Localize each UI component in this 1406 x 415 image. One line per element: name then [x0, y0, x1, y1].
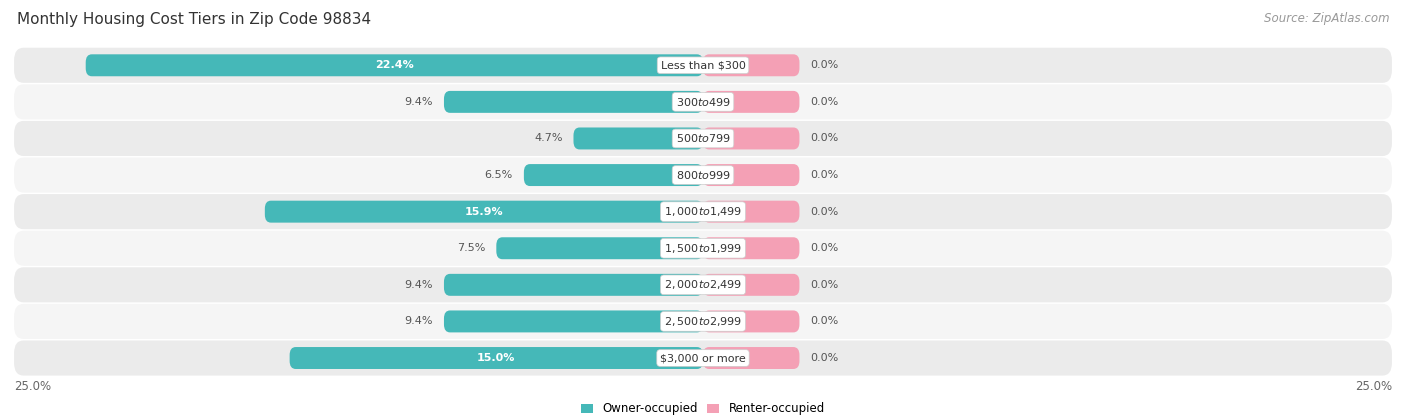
Text: 25.0%: 25.0% [14, 380, 51, 393]
FancyBboxPatch shape [496, 237, 703, 259]
FancyBboxPatch shape [703, 274, 800, 296]
Text: 6.5%: 6.5% [485, 170, 513, 180]
Text: 0.0%: 0.0% [810, 207, 839, 217]
FancyBboxPatch shape [264, 201, 703, 222]
FancyBboxPatch shape [703, 310, 800, 332]
FancyBboxPatch shape [703, 164, 800, 186]
FancyBboxPatch shape [14, 304, 1392, 339]
Text: 0.0%: 0.0% [810, 134, 839, 144]
FancyBboxPatch shape [14, 48, 1392, 83]
Text: 9.4%: 9.4% [405, 97, 433, 107]
Text: 0.0%: 0.0% [810, 97, 839, 107]
FancyBboxPatch shape [574, 127, 703, 149]
FancyBboxPatch shape [14, 340, 1392, 376]
Text: 7.5%: 7.5% [457, 243, 485, 253]
Text: 0.0%: 0.0% [810, 60, 839, 70]
FancyBboxPatch shape [703, 91, 800, 113]
FancyBboxPatch shape [444, 310, 703, 332]
Text: 15.9%: 15.9% [464, 207, 503, 217]
Text: 0.0%: 0.0% [810, 280, 839, 290]
Text: $2,500 to $2,999: $2,500 to $2,999 [664, 315, 742, 328]
Text: 15.0%: 15.0% [477, 353, 516, 363]
Text: $800 to $999: $800 to $999 [675, 169, 731, 181]
Text: 22.4%: 22.4% [375, 60, 413, 70]
Text: 9.4%: 9.4% [405, 280, 433, 290]
FancyBboxPatch shape [14, 121, 1392, 156]
FancyBboxPatch shape [14, 158, 1392, 193]
Text: 0.0%: 0.0% [810, 353, 839, 363]
Text: 0.0%: 0.0% [810, 170, 839, 180]
Text: $1,000 to $1,499: $1,000 to $1,499 [664, 205, 742, 218]
FancyBboxPatch shape [703, 127, 800, 149]
Text: 0.0%: 0.0% [810, 243, 839, 253]
Text: $2,000 to $2,499: $2,000 to $2,499 [664, 278, 742, 291]
FancyBboxPatch shape [86, 54, 703, 76]
FancyBboxPatch shape [14, 194, 1392, 229]
Text: $300 to $499: $300 to $499 [675, 96, 731, 108]
FancyBboxPatch shape [524, 164, 703, 186]
Text: Less than $300: Less than $300 [661, 60, 745, 70]
FancyBboxPatch shape [444, 91, 703, 113]
FancyBboxPatch shape [290, 347, 703, 369]
FancyBboxPatch shape [703, 347, 800, 369]
Text: $1,500 to $1,999: $1,500 to $1,999 [664, 242, 742, 255]
Text: Monthly Housing Cost Tiers in Zip Code 98834: Monthly Housing Cost Tiers in Zip Code 9… [17, 12, 371, 27]
FancyBboxPatch shape [14, 267, 1392, 303]
Text: 4.7%: 4.7% [534, 134, 562, 144]
Legend: Owner-occupied, Renter-occupied: Owner-occupied, Renter-occupied [576, 398, 830, 415]
FancyBboxPatch shape [444, 274, 703, 296]
Text: $3,000 or more: $3,000 or more [661, 353, 745, 363]
Text: Source: ZipAtlas.com: Source: ZipAtlas.com [1264, 12, 1389, 25]
Text: 0.0%: 0.0% [810, 316, 839, 327]
FancyBboxPatch shape [14, 84, 1392, 120]
FancyBboxPatch shape [703, 237, 800, 259]
Text: $500 to $799: $500 to $799 [675, 132, 731, 144]
FancyBboxPatch shape [703, 54, 800, 76]
FancyBboxPatch shape [703, 201, 800, 222]
FancyBboxPatch shape [14, 231, 1392, 266]
Text: 9.4%: 9.4% [405, 316, 433, 327]
Text: 25.0%: 25.0% [1355, 380, 1392, 393]
